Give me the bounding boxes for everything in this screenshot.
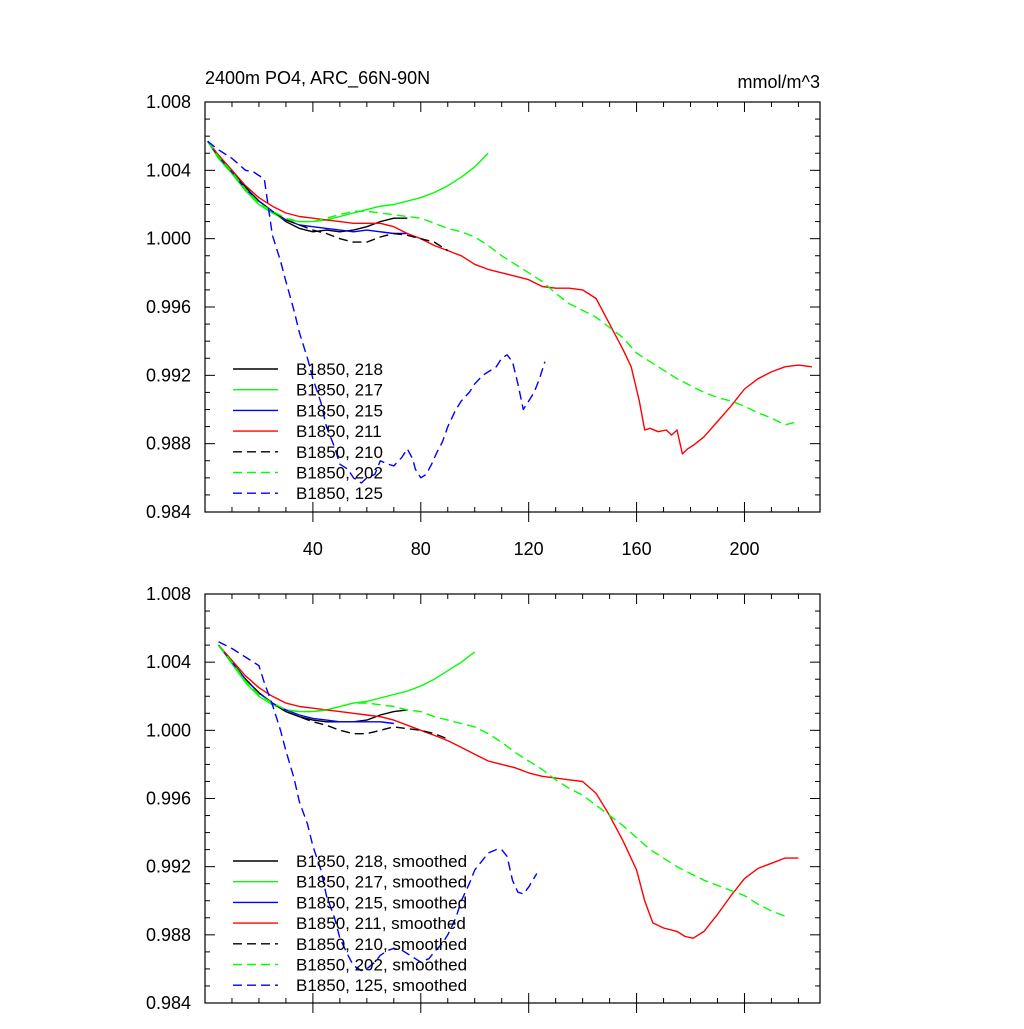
x-tick-label: 40 <box>303 539 323 559</box>
y-tick-label: 0.984 <box>146 993 191 1013</box>
y-tick-label: 1.008 <box>146 584 191 604</box>
legend-label: B1850, 210, smoothed <box>296 935 467 954</box>
series-line <box>217 644 476 713</box>
legend-label: B1850, 202 <box>296 464 383 483</box>
legend-label: B1850, 210 <box>296 443 383 462</box>
y-tick-label: 0.992 <box>146 365 191 385</box>
chart-panel-top: 1.008 1.004 1.000 0.996 0.992 0.988 0.984 40 80 1… <box>146 92 821 559</box>
series-line <box>207 140 449 252</box>
legend-label: B1850, 211, smoothed <box>296 914 466 933</box>
y-tick-label: 0.996 <box>146 789 191 809</box>
x-tick-label: 160 <box>622 539 652 559</box>
series-line <box>217 644 449 740</box>
y-tick-label: 0.984 <box>146 502 191 522</box>
x-tick-label: 80 <box>411 539 431 559</box>
legend-label: B1850, 215, smoothed <box>296 893 467 912</box>
x-tick-label: 200 <box>729 539 759 559</box>
chart-units: mmol/m^3 <box>738 72 820 92</box>
legend-label: B1850, 125, smoothed <box>296 976 467 995</box>
y-tick-label: 0.988 <box>146 434 191 454</box>
series-line <box>207 140 489 223</box>
legend-label: B1850, 202, smoothed <box>296 956 467 975</box>
legend-label: B1850, 125 <box>296 484 383 503</box>
x-tick-label: 120 <box>514 539 544 559</box>
series-line <box>207 140 799 426</box>
y-tick-label: 1.008 <box>146 92 191 112</box>
series-line <box>207 140 546 484</box>
series-line <box>218 641 538 972</box>
chart-panel-bottom: 1.008 1.004 1.000 0.996 0.992 0.988 0.984 B1850… <box>146 584 821 1013</box>
y-tick-label: 0.988 <box>146 925 191 945</box>
series-line <box>217 644 799 939</box>
y-tick-label: 1.000 <box>146 720 191 740</box>
series-line <box>207 140 408 235</box>
y-tick-label: 0.996 <box>146 297 191 317</box>
y-tick-label: 0.992 <box>146 857 191 877</box>
y-tick-label: 1.004 <box>146 652 191 672</box>
legend-label: B1850, 218, smoothed <box>296 852 467 871</box>
series-line <box>217 644 786 917</box>
y-tick-label: 1.000 <box>146 229 191 249</box>
y-tick-label: 1.004 <box>146 160 191 180</box>
legend-label: B1850, 217 <box>296 381 383 400</box>
legend-label: B1850, 217, smoothed <box>296 873 467 892</box>
legend-label: B1850, 215 <box>296 401 383 420</box>
chart-title: 2400m PO4, ARC_66N-90N <box>205 68 430 89</box>
legend-label: B1850, 211 <box>296 422 382 441</box>
legend-label: B1850, 218 <box>296 360 383 379</box>
